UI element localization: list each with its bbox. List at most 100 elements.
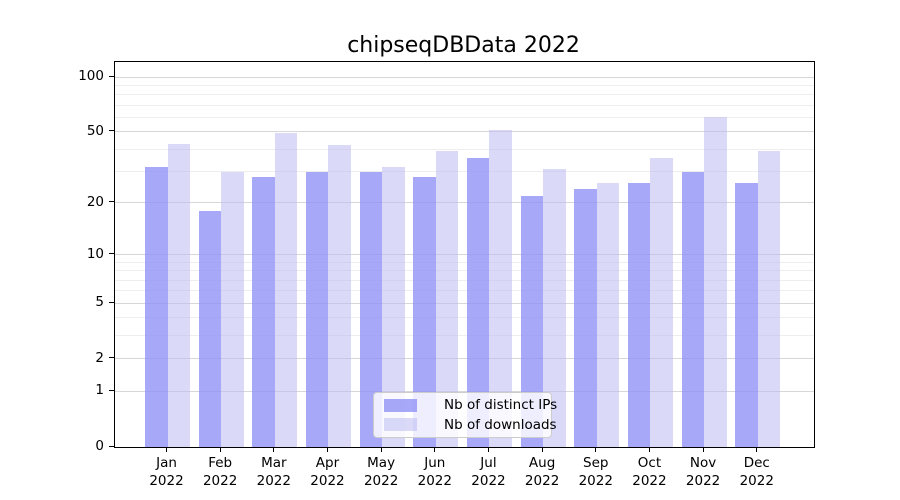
bar-ips-mar xyxy=(252,177,275,447)
y-tick xyxy=(109,253,114,255)
x-tick-year: 2022 xyxy=(578,473,613,489)
x-tick-label: Jun 2022 xyxy=(403,454,467,490)
x-tick-year: 2022 xyxy=(417,473,452,489)
y-tick-label: 100 xyxy=(78,68,104,84)
x-tick xyxy=(487,447,489,452)
bar-ips-oct xyxy=(627,182,651,447)
bar-ips-apr xyxy=(305,171,329,447)
y-tick xyxy=(109,357,114,359)
x-tick-month: May xyxy=(367,455,396,471)
minor-gridline xyxy=(115,317,814,319)
x-tick-month: Feb xyxy=(208,455,233,471)
x-tick xyxy=(273,447,275,452)
legend-row-distinct-ips: Nb of distinct IPs xyxy=(374,397,557,413)
minor-gridline xyxy=(115,104,814,106)
y-tick-label: 50 xyxy=(86,122,104,139)
y-tick xyxy=(109,301,114,303)
x-tick xyxy=(595,447,597,452)
x-tick xyxy=(702,447,704,452)
x-tick-year: 2022 xyxy=(524,473,560,489)
x-tick-label: Apr 2022 xyxy=(295,454,359,490)
minor-gridline xyxy=(115,290,814,292)
x-tick xyxy=(756,447,758,452)
bar-downloads-nov xyxy=(704,117,727,447)
y-tick-label: 5 xyxy=(95,294,104,311)
minor-gridline xyxy=(115,270,814,272)
bar-downloads-oct xyxy=(650,157,673,447)
minor-gridline xyxy=(115,261,814,263)
major-gridline xyxy=(115,131,814,133)
x-tick-year: 2022 xyxy=(471,473,506,489)
x-tick-month: Dec xyxy=(743,455,770,471)
bar-ips-jan xyxy=(145,166,168,447)
x-tick-label: Feb 2022 xyxy=(188,454,252,490)
major-gridline xyxy=(115,390,814,392)
x-tick-month: Mar xyxy=(261,455,287,471)
x-tick xyxy=(380,447,382,452)
y-tick xyxy=(109,75,114,77)
minor-gridline xyxy=(115,116,814,118)
bar-ips-nov xyxy=(681,171,705,447)
x-tick-month: Jun xyxy=(424,455,446,471)
minor-gridline xyxy=(115,279,814,281)
minor-gridline xyxy=(115,94,814,96)
bar-downloads-feb xyxy=(221,171,244,447)
legend-label-downloads: Nb of downloads xyxy=(444,416,557,433)
x-tick-month: Jul xyxy=(480,455,497,471)
major-gridline xyxy=(115,202,814,204)
x-tick-year: 2022 xyxy=(256,473,291,489)
x-tick xyxy=(434,447,436,452)
x-tick-year: 2022 xyxy=(632,473,667,489)
bar-ips-dec xyxy=(735,182,758,447)
y-tick-label: 0 xyxy=(95,438,104,454)
x-tick-year: 2022 xyxy=(739,473,774,489)
legend: Nb of distinct IPs Nb of downloads xyxy=(373,392,557,438)
bar-ips-aug xyxy=(520,195,544,447)
legend-swatch-downloads xyxy=(384,418,417,432)
x-tick-year: 2022 xyxy=(149,473,184,489)
x-tick-label: Nov 2022 xyxy=(671,454,735,490)
x-tick-label: Jan 2022 xyxy=(135,454,199,490)
x-tick-label: Mar 2022 xyxy=(242,454,306,490)
bar-ips-sep xyxy=(574,188,597,447)
bar-downloads-apr xyxy=(328,145,351,447)
x-tick xyxy=(326,447,328,452)
x-tick xyxy=(166,447,167,452)
x-tick-month: Sep xyxy=(583,455,609,471)
x-tick-month: Apr xyxy=(315,455,340,471)
legend-row-downloads: Nb of downloads xyxy=(374,417,557,433)
y-tick-label: 2 xyxy=(95,349,104,366)
bar-ips-may xyxy=(359,171,383,447)
y-tick-label: 20 xyxy=(86,193,104,210)
x-tick xyxy=(219,447,221,452)
x-tick-label: Sep 2022 xyxy=(564,454,628,490)
bar-downloads-aug xyxy=(543,169,566,447)
x-tick xyxy=(648,447,650,452)
x-tick-year: 2022 xyxy=(202,473,238,489)
legend-swatch-distinct-ips xyxy=(384,398,417,412)
x-tick-label: May 2022 xyxy=(349,454,413,490)
y-tick-label: 10 xyxy=(86,245,104,262)
bar-downloads-jan xyxy=(167,143,190,447)
minor-gridline xyxy=(115,335,814,337)
x-tick-year: 2022 xyxy=(685,473,721,489)
y-tick xyxy=(109,445,114,447)
major-gridline xyxy=(115,76,814,78)
legend-label-distinct-ips: Nb of distinct IPs xyxy=(444,397,558,414)
x-tick-month: Nov xyxy=(689,455,717,471)
bar-downloads-mar xyxy=(274,133,298,447)
major-gridline xyxy=(115,254,814,256)
chart-title: chipseqDBData 2022 xyxy=(347,33,580,58)
major-gridline xyxy=(115,302,814,304)
x-tick-month: Jan xyxy=(156,455,177,471)
x-tick-year: 2022 xyxy=(310,473,345,489)
y-tick-label: 1 xyxy=(95,382,104,399)
bar-ips-feb xyxy=(198,210,222,447)
major-gridline xyxy=(115,358,814,360)
minor-gridline xyxy=(115,148,814,150)
bar-downloads-jul xyxy=(489,130,512,447)
bar-downloads-jun xyxy=(435,151,459,447)
minor-gridline xyxy=(115,84,814,86)
x-tick-label: Dec 2022 xyxy=(725,454,789,490)
bar-ips-jul xyxy=(466,157,490,447)
